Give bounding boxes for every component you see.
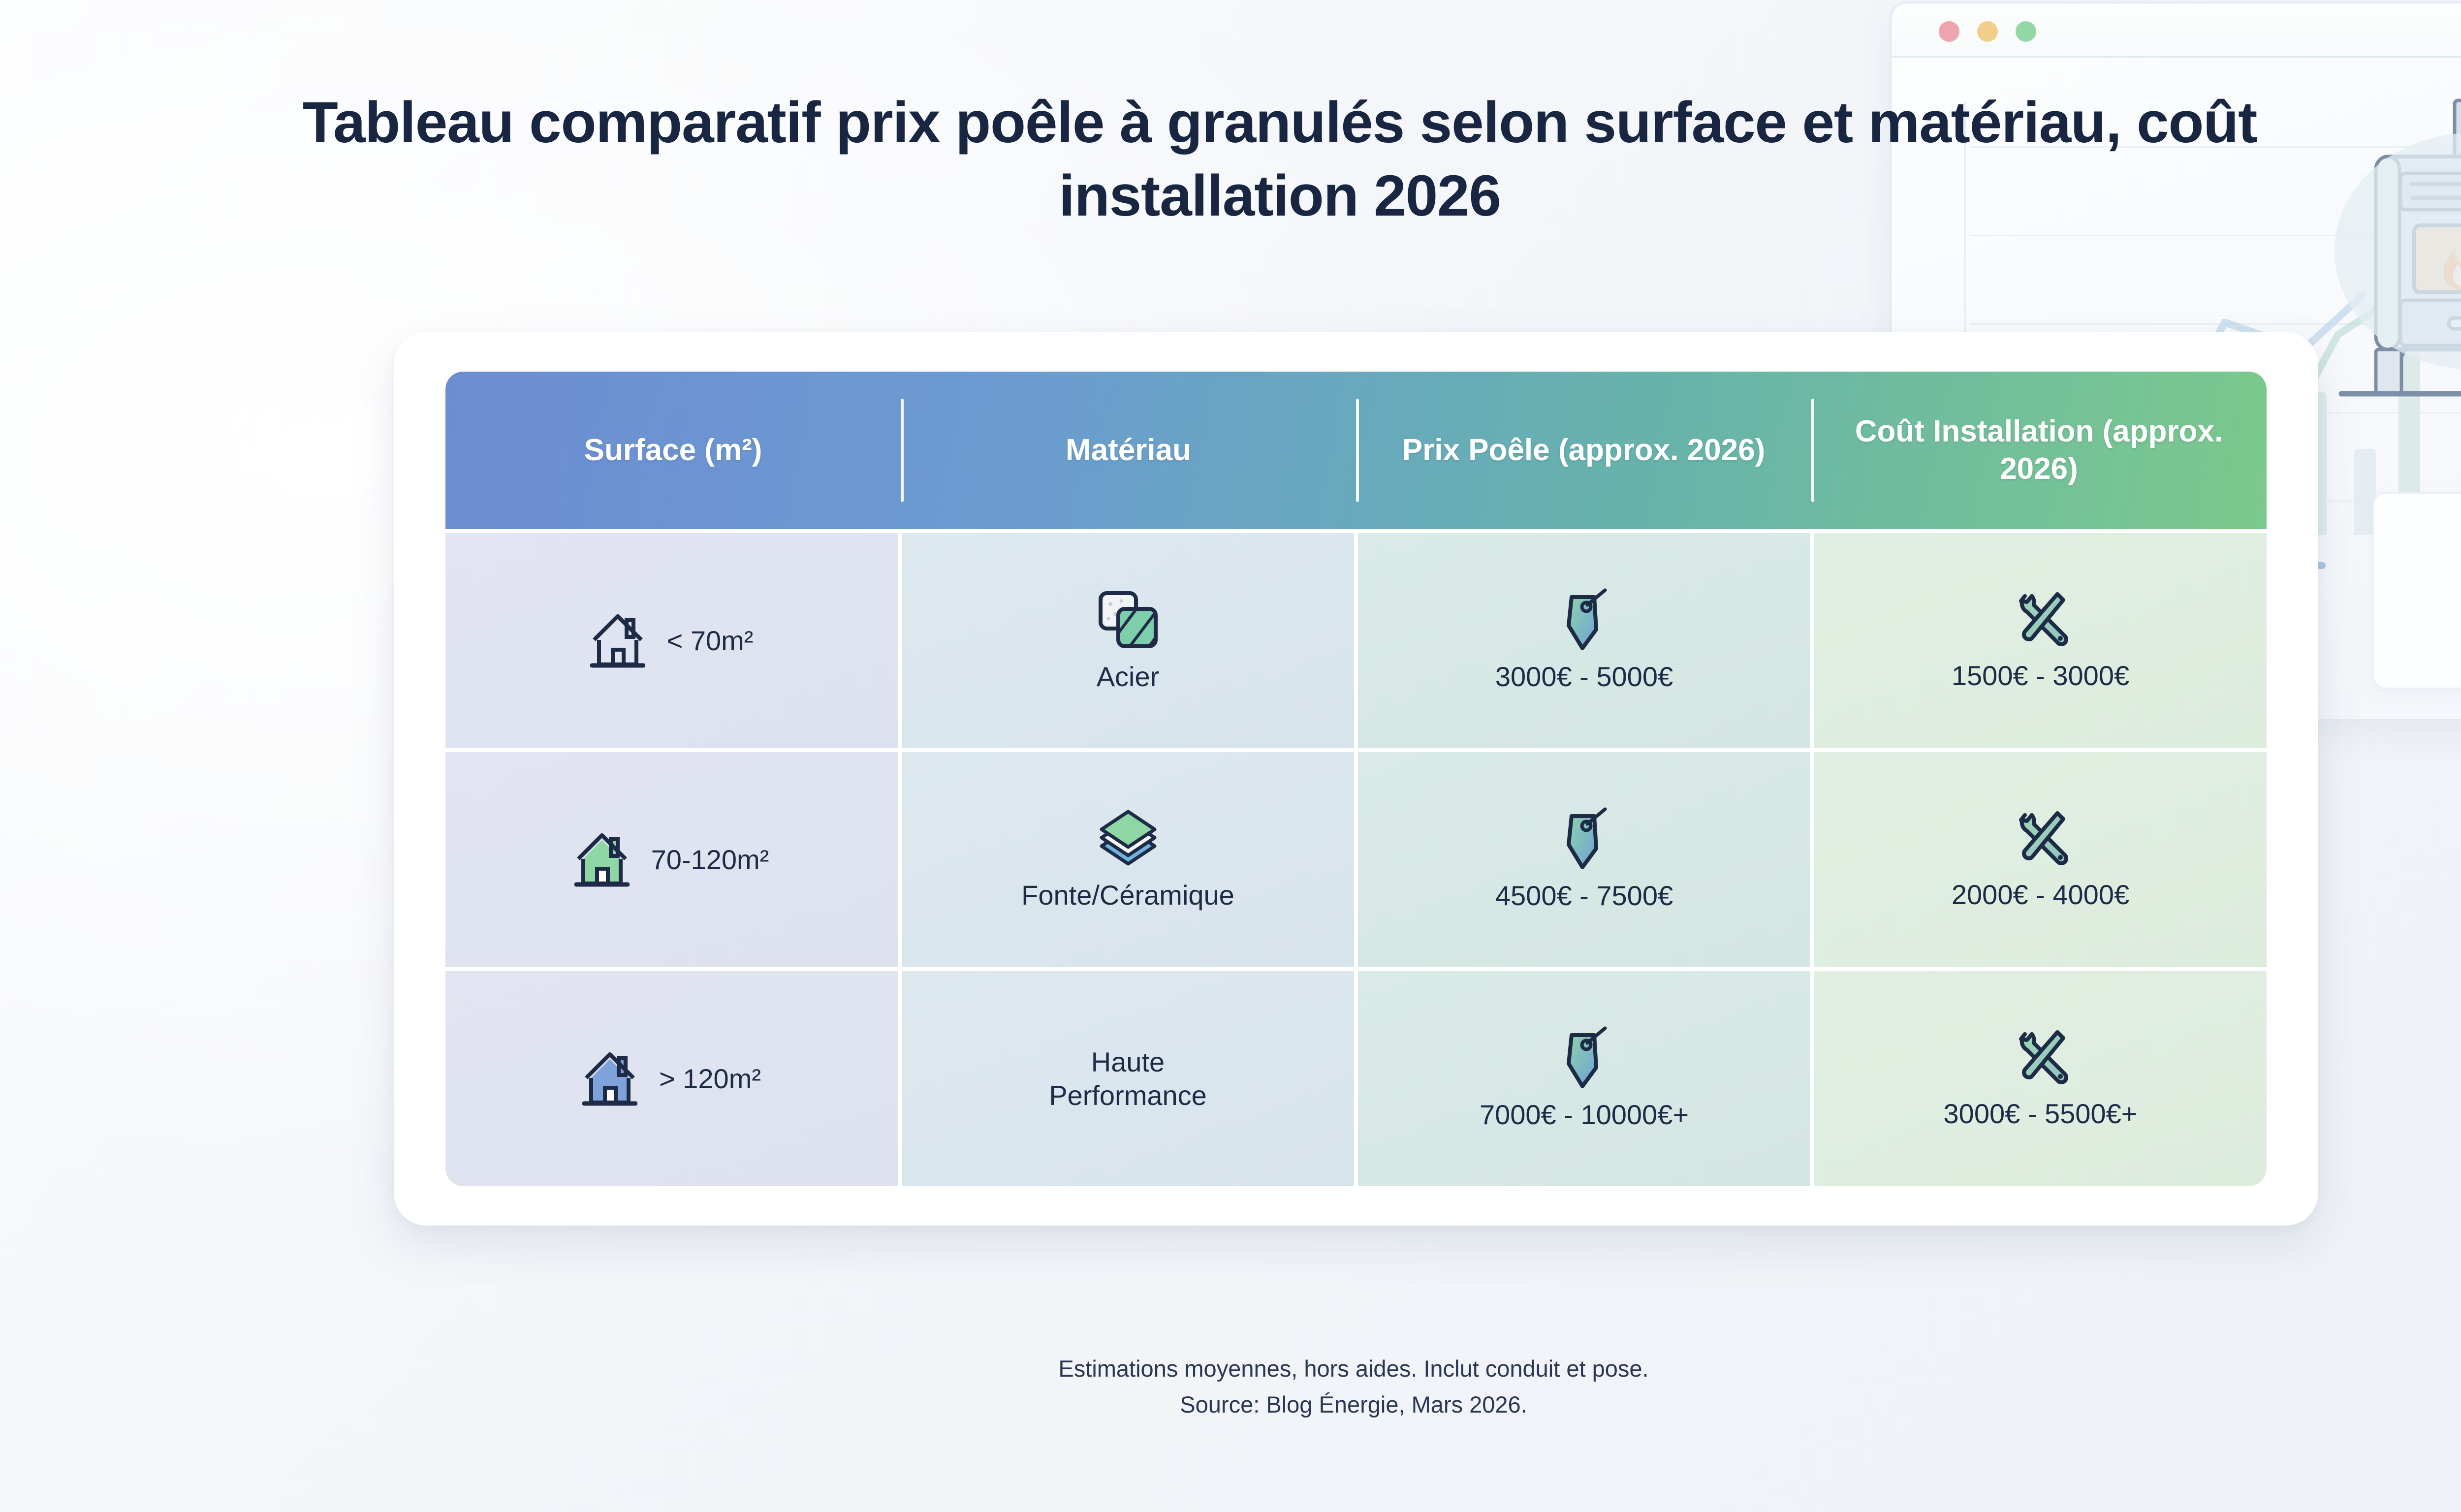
cell-material: Haute Performance — [902, 971, 1354, 1186]
cell-value: 7000€ - 10000€+ — [1479, 1099, 1689, 1130]
price-tag-icon — [1566, 807, 1607, 869]
column-header-stove-price: Prix Poêle (approx. 2026) — [1356, 372, 1811, 529]
house-green-icon — [574, 833, 630, 886]
cell-stove-price: 4500€ - 7500€ — [1358, 752, 1810, 967]
column-header-material: Matériau — [901, 372, 1356, 529]
cell-value: 3000€ - 5500€+ — [1943, 1098, 2138, 1129]
cell-value: 4500€ - 7500€ — [1495, 880, 1673, 911]
table-row: < 70m² — [445, 529, 2267, 748]
comparison-table: Surface (m²) Matériau Prix Poêle (approx… — [445, 372, 2267, 1186]
footnote-line-2: Source: Blog Énergie, Mars 2026. — [1180, 1391, 1527, 1418]
layers-icon — [1100, 810, 1156, 866]
cell-value: 3000€ - 5000€ — [1495, 661, 1673, 692]
cell-stove-price: 3000€ - 5000€ — [1358, 533, 1810, 748]
cell-value: 70-120m² — [651, 844, 769, 875]
cell-install-cost: 1500€ - 3000€ — [1814, 533, 2267, 748]
cell-material: Fonte/Céramique — [902, 752, 1354, 967]
price-tag-icon — [1566, 588, 1607, 650]
cell-value: Haute Performance — [1049, 1046, 1207, 1111]
column-header-surface: Surface (m²) — [584, 433, 762, 468]
tools-icon — [2019, 811, 2068, 865]
cell-value: 1500€ - 3000€ — [1951, 660, 2130, 691]
table-card: Surface (m²) Matériau Prix Poêle (approx… — [394, 332, 2318, 1226]
table-row: 70-120m² Fonte/Céramique — [445, 748, 2267, 967]
cell-value: > 120m² — [659, 1063, 761, 1094]
cell-value: < 70m² — [666, 625, 754, 656]
house-blue-icon — [582, 1052, 637, 1105]
cell-material: Acier — [902, 533, 1354, 748]
cell-surface: 70-120m² — [445, 752, 898, 967]
cell-surface: > 120m² — [445, 971, 898, 1186]
table-header-row: Surface (m²) Matériau Prix Poêle (approx… — [445, 372, 2267, 529]
page-title: Tableau comparatif prix poêle à granulés… — [302, 90, 2258, 228]
column-header-install-cost: Coût Installation (approx. 2026) — [1811, 372, 2267, 529]
footnote: Estimations moyennes, hors aides. Inclut… — [295, 1351, 2412, 1423]
price-tag-icon — [1566, 1026, 1607, 1088]
tools-icon — [2019, 592, 2068, 646]
cell-value: 2000€ - 4000€ — [1951, 879, 2130, 910]
cell-value: Acier — [1096, 661, 1160, 692]
footnote-line-1: Estimations moyennes, hors aides. Inclut… — [1058, 1355, 1649, 1382]
cell-install-cost: 3000€ - 5500€+ — [1814, 971, 2267, 1186]
tools-icon — [2019, 1030, 2068, 1084]
material-swatch-icon — [1098, 591, 1158, 648]
cell-surface: < 70m² — [445, 533, 898, 748]
cell-value: Fonte/Céramique — [1021, 879, 1234, 911]
house-outline-icon — [590, 614, 645, 667]
cell-install-cost: 2000€ - 4000€ — [1814, 752, 2267, 967]
cell-stove-price: 7000€ - 10000€+ — [1358, 971, 1810, 1186]
table-row: > 120m² Haute Performance 7000€ - 10000€ — [445, 967, 2267, 1186]
